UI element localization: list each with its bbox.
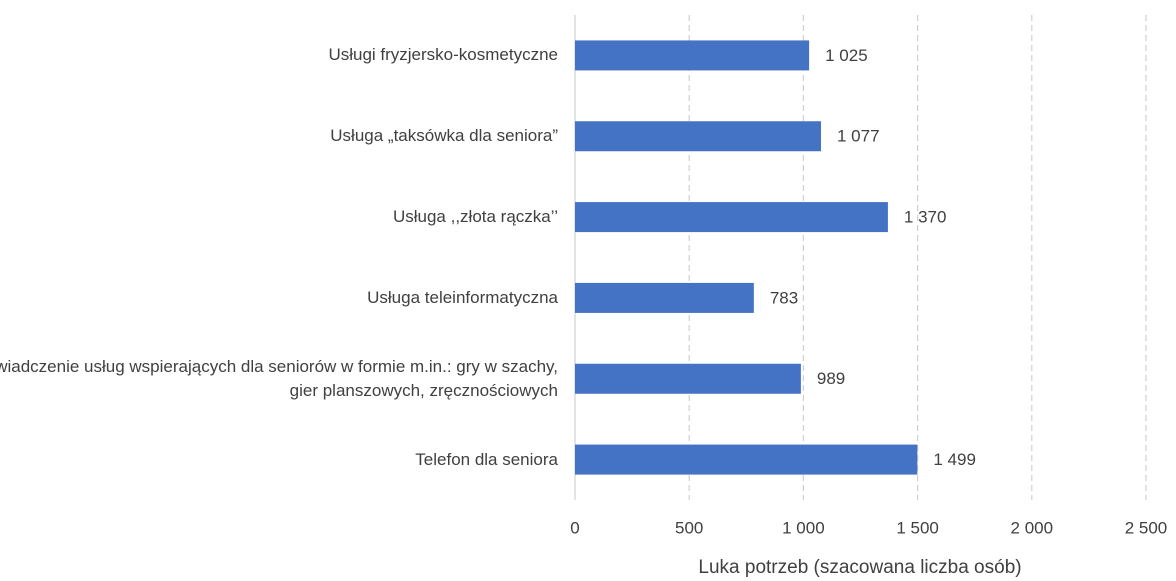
bar [575, 282, 754, 313]
x-tick-label: 0 [570, 518, 579, 537]
bar [575, 121, 821, 152]
y-tick-label: Świadczenie usług wspierających dla seni… [0, 356, 558, 400]
value-label: 1 025 [825, 46, 868, 65]
value-label: 783 [770, 288, 798, 307]
y-tick-label: Usługa „taksówka dla seniora” [330, 126, 558, 146]
bar [575, 40, 810, 71]
bar [575, 202, 888, 233]
y-tick-label: Usługa teleinformatyczna [367, 287, 558, 307]
y-tick-label: Telefon dla seniora [415, 449, 558, 469]
x-tick-label: 1 000 [782, 518, 825, 537]
bar [575, 363, 801, 394]
x-tick-label: 2 000 [1011, 518, 1054, 537]
x-tick-label: 2 500 [1125, 518, 1168, 537]
value-label: 1 077 [837, 127, 880, 146]
y-tick-label: Usługi fryzjersko-kosmetyczne [328, 45, 558, 65]
x-tick-label: 500 [675, 518, 703, 537]
value-label: 1 499 [933, 450, 976, 469]
x-tick-label: 1 500 [896, 518, 939, 537]
value-label: 1 370 [904, 208, 947, 227]
bar [575, 444, 918, 475]
value-label: 989 [817, 369, 845, 388]
x-axis-label: Luka potrzeb (szacowana liczba osób) [698, 557, 1021, 578]
y-tick-label: Usługa ,,złota rączka’’ [392, 207, 558, 227]
